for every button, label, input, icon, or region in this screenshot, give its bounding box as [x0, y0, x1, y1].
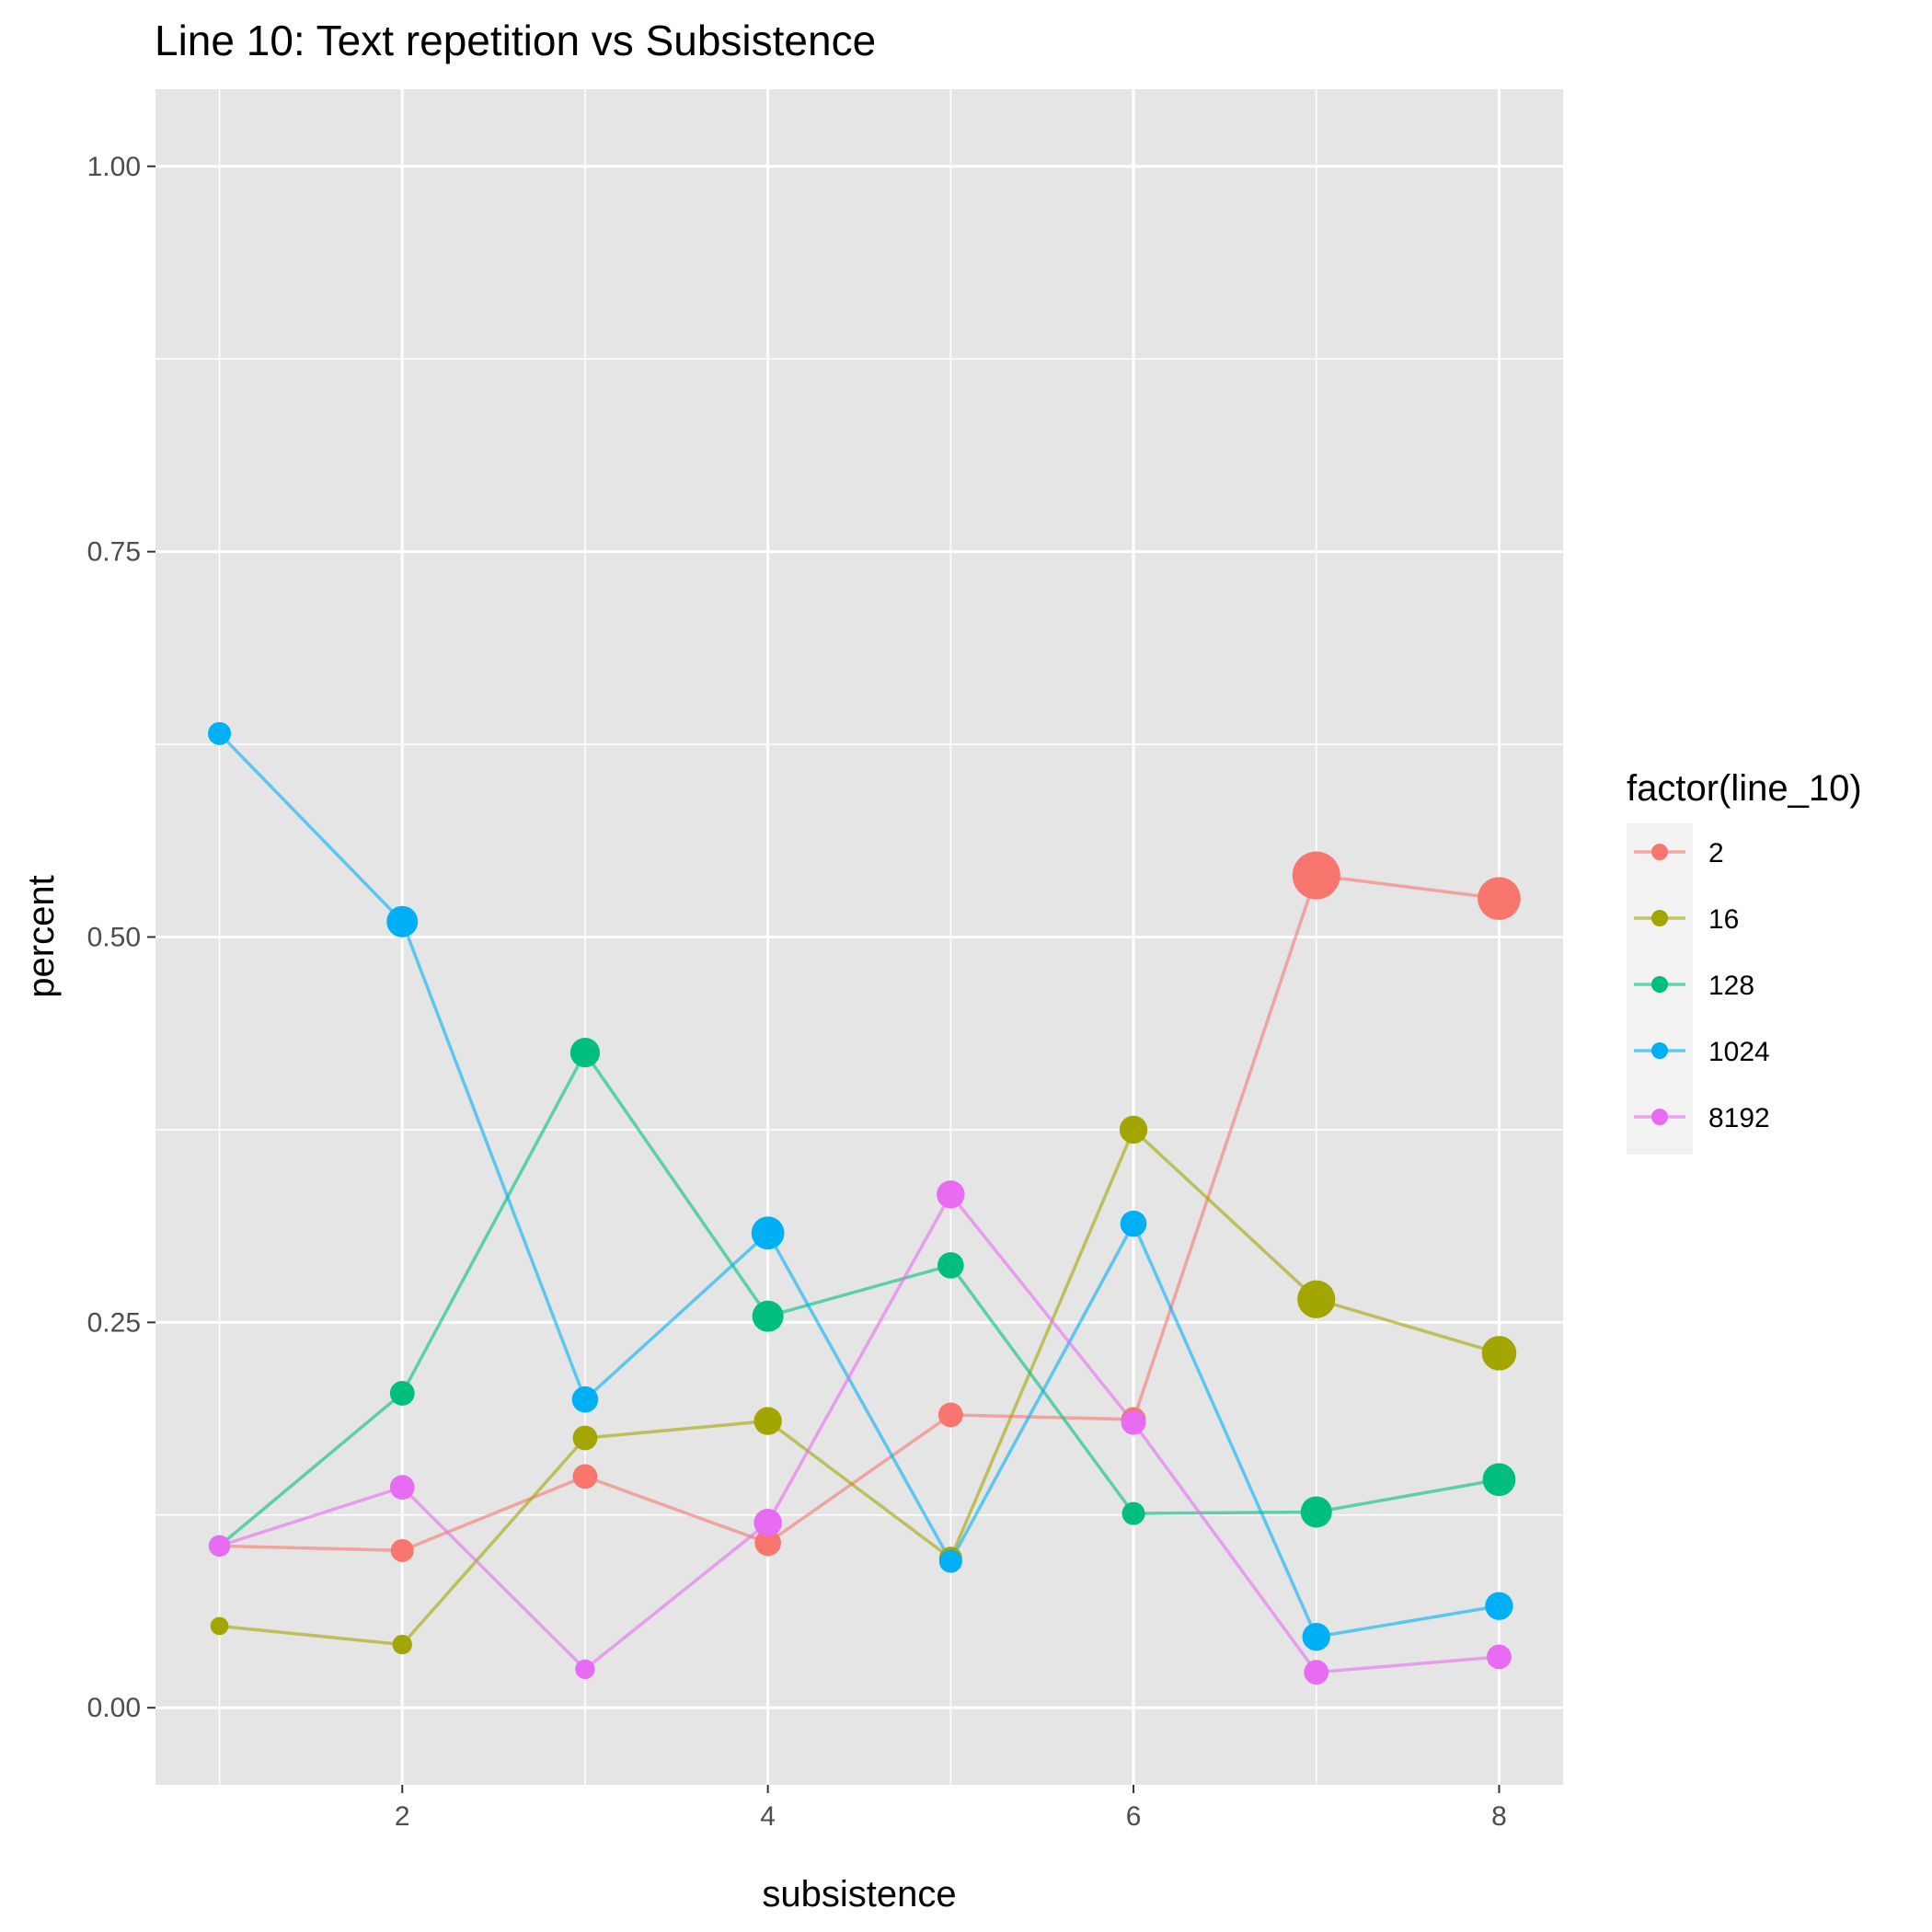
chart-title: Line 10: Text repetition vs Subsistence	[155, 17, 876, 64]
legend-label: 128	[1708, 971, 1754, 1001]
point-1024-8	[1485, 1592, 1513, 1620]
point-16-1	[210, 1616, 229, 1636]
point-1024-1	[208, 721, 232, 745]
point-2-5	[937, 1402, 963, 1428]
point-8192-5	[937, 1180, 965, 1209]
point-2-4	[754, 1529, 781, 1557]
point-128-8	[1482, 1463, 1516, 1497]
point-128-4	[752, 1300, 784, 1332]
series-line-128	[218, 1049, 1500, 1547]
x-tick-label: 8	[1491, 1801, 1507, 1832]
axes: 2 4 6 8 0.00 0.25 0.50 0.75 1.00	[87, 152, 1507, 1832]
point-16-6	[1119, 1115, 1148, 1144]
point-8192-7	[1304, 1660, 1329, 1685]
point-8192-8	[1487, 1644, 1512, 1670]
point-2-8	[1478, 877, 1521, 920]
point-128-6	[1121, 1501, 1145, 1525]
y-tick-label: 1.00	[87, 152, 141, 182]
series-lines	[218, 732, 1500, 1674]
legend: factor(line_10) 2 16 128 1024 8192	[1627, 768, 1862, 1155]
point-2-3	[572, 1464, 598, 1489]
legend-label: 1024	[1708, 1037, 1770, 1067]
series-line-16	[219, 1126, 1500, 1647]
point-128-2	[389, 1381, 415, 1406]
y-tick-label: 0.75	[87, 537, 141, 568]
legend-label: 8192	[1708, 1103, 1770, 1133]
series-line-1024	[218, 732, 1500, 1639]
legend-label: 16	[1708, 904, 1739, 935]
legend-title: factor(line_10)	[1627, 768, 1862, 809]
x-tick-label: 6	[1126, 1801, 1142, 1832]
series-line-8192	[219, 1191, 1500, 1674]
point-8192-4	[753, 1508, 782, 1537]
point-1024-2	[386, 905, 419, 937]
point-16-4	[753, 1407, 782, 1435]
legend-key-point	[1651, 910, 1668, 926]
point-1024-5	[938, 1549, 962, 1573]
series-points	[208, 721, 1521, 1685]
point-1024-3	[571, 1386, 599, 1413]
legend-label: 2	[1708, 838, 1724, 868]
point-1024-7	[1302, 1622, 1330, 1651]
point-1024-6	[1120, 1210, 1147, 1237]
point-16-3	[572, 1425, 598, 1451]
point-8192-1	[208, 1535, 231, 1557]
series-line-2	[219, 873, 1500, 1553]
legend-key-point	[1651, 844, 1668, 860]
point-16-8	[1481, 1336, 1517, 1371]
point-16-2	[392, 1634, 412, 1655]
point-2-2	[390, 1538, 414, 1562]
legend-key-point	[1651, 1042, 1668, 1059]
y-tick-label: 0.50	[87, 923, 141, 953]
point-2-7	[1292, 851, 1340, 900]
point-1024-4	[751, 1216, 785, 1250]
point-8192-3	[575, 1659, 595, 1680]
x-axis-title: subsistence	[762, 1874, 956, 1915]
y-tick-label: 0.25	[87, 1307, 141, 1338]
point-128-3	[569, 1038, 601, 1068]
x-tick-label: 2	[395, 1801, 410, 1832]
y-axis-title: percent	[21, 875, 62, 997]
legend-key-point	[1651, 1109, 1668, 1125]
point-8192-6	[1121, 1409, 1146, 1435]
x-tick-label: 4	[760, 1801, 776, 1832]
point-128-7	[1300, 1496, 1332, 1528]
point-128-5	[937, 1252, 964, 1279]
legend-key-point	[1651, 976, 1668, 993]
y-tick-label: 0.00	[87, 1693, 141, 1723]
point-16-7	[1297, 1280, 1336, 1318]
point-8192-2	[389, 1475, 415, 1501]
